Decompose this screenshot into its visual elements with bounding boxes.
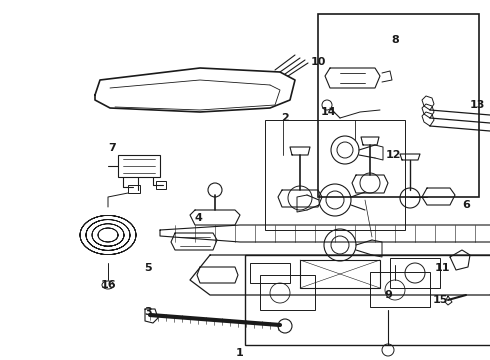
Text: 13: 13 (469, 100, 485, 110)
Bar (370, 272, 430, 307)
Bar (245, 255, 490, 345)
Bar (260, 275, 315, 310)
Bar (250, 263, 290, 283)
Text: 14: 14 (320, 107, 336, 117)
Text: 15: 15 (432, 295, 448, 305)
Text: 9: 9 (384, 290, 392, 300)
Bar (300, 260, 380, 288)
Text: 16: 16 (100, 280, 116, 290)
Text: 3: 3 (144, 307, 152, 317)
Text: 7: 7 (108, 143, 116, 153)
Text: 8: 8 (391, 35, 399, 45)
Bar (118, 155, 160, 177)
Text: 6: 6 (462, 200, 470, 210)
Bar (318, 14, 479, 197)
Text: 2: 2 (281, 113, 289, 123)
Bar (265, 120, 405, 230)
Text: 5: 5 (144, 263, 152, 273)
Text: 12: 12 (385, 150, 401, 160)
Text: 11: 11 (434, 263, 450, 273)
Text: 1: 1 (236, 348, 244, 358)
Text: 4: 4 (194, 213, 202, 223)
Bar (128, 185, 140, 193)
Text: 10: 10 (310, 57, 326, 67)
Bar (390, 258, 440, 288)
Bar (156, 181, 166, 189)
